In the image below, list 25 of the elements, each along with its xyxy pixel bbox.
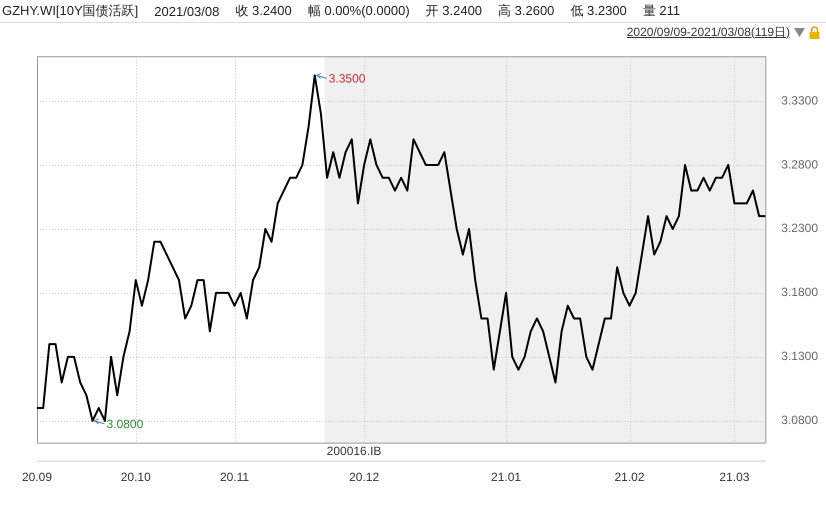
annotation: 3.3500 — [328, 72, 366, 86]
x-tick-label: 20.10 — [120, 470, 152, 484]
text: 收 3.2400 — [235, 2, 292, 20]
y-tick-label: 3.3300 — [781, 93, 818, 108]
text: 开 3.2400 — [426, 2, 482, 20]
text: 2020/09/09-2021/03/08(119日) — [626, 24, 790, 40]
text: 低 3.2300 — [570, 2, 627, 20]
text: 2021/03/08 — [154, 4, 220, 18]
y-tick-label: 3.0800 — [781, 413, 818, 428]
annotation: 3.0800 — [106, 417, 144, 432]
x-tick-label: 20.09 — [22, 470, 52, 484]
x-tick-label: 20.12 — [349, 470, 380, 484]
text: 200016.IB — [326, 444, 382, 458]
text: 幅 0.00%(0.0000) — [308, 2, 410, 20]
text: 量 211 — [642, 2, 680, 20]
text: 高 3.2600 — [498, 2, 554, 20]
x-tick-label: 20.11 — [220, 470, 250, 484]
x-tick-label: 21.02 — [614, 470, 645, 484]
x-tick-label: 21.03 — [719, 470, 750, 484]
x-tick-label: 21.01 — [491, 470, 522, 484]
y-tick-label: 3.2300 — [781, 221, 818, 236]
y-tick-label: 3.1800 — [781, 285, 818, 300]
y-tick-label: 3.1300 — [781, 349, 818, 364]
y-tick-label: 3.2800 — [781, 157, 818, 172]
chart-title: GZHY.WI[10Y国债活跃] — [2, 2, 138, 20]
